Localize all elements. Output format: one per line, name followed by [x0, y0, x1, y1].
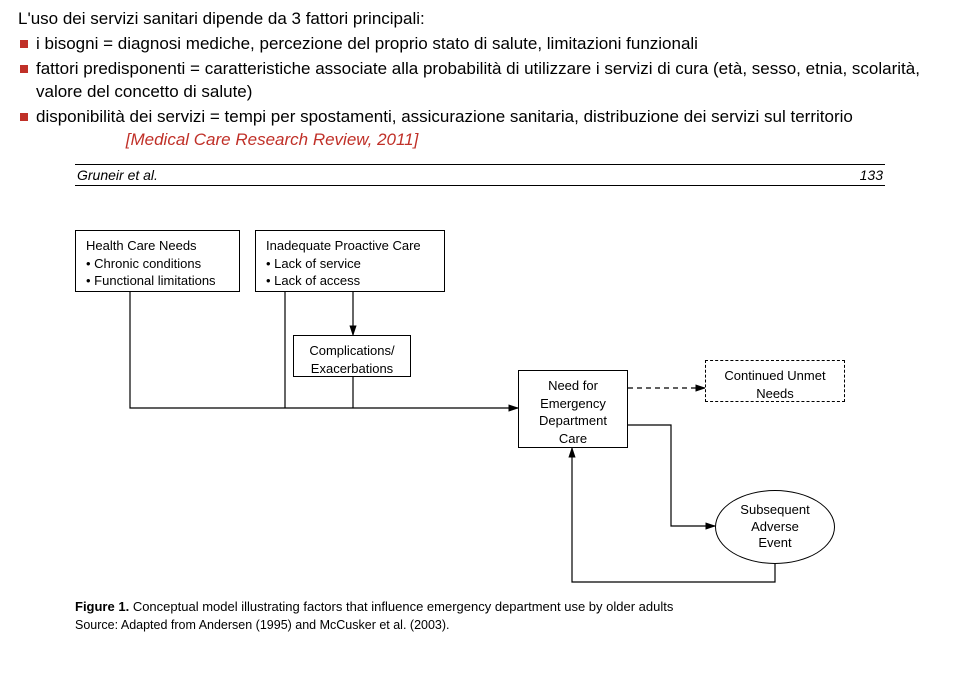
box-complications: Complications/ Exacerbations — [293, 335, 411, 377]
article-header: Gruneir et al. 133 — [75, 164, 885, 186]
figure-label: Figure 1. — [75, 599, 129, 614]
box-inadeq-title: Inadequate Proactive Care — [266, 237, 434, 255]
bullet-square-icon — [20, 113, 28, 121]
ellipse-adverse-text: Subsequent Adverse Event — [740, 502, 809, 553]
ellipse-adverse-event: Subsequent Adverse Event — [715, 490, 835, 564]
adverse-l1: Subsequent — [740, 502, 809, 519]
bullet-square-icon — [20, 65, 28, 73]
box-ed-l2: Emergency — [529, 395, 617, 413]
bullet-1: i bisogni = diagnosi mediche, percezione… — [18, 33, 942, 56]
box-ed-l4: Care — [529, 430, 617, 448]
bullet-3-wrap: disponibilità dei servizi = tempi per sp… — [36, 106, 942, 152]
box-comp-l1: Complications/ — [304, 342, 400, 360]
box-needs-l1: • Chronic conditions — [86, 255, 229, 273]
intro-lead: L'uso dei servizi sanitari dipende da 3 … — [18, 8, 942, 31]
box-inadeq-l2: • Lack of access — [266, 272, 434, 290]
box-health-care-needs: Health Care Needs • Chronic conditions •… — [75, 230, 240, 292]
box-needs-title: Health Care Needs — [86, 237, 229, 255]
bullet-3-text: disponibilità dei servizi = tempi per sp… — [36, 107, 853, 126]
box-inadequate-care: Inadequate Proactive Care • Lack of serv… — [255, 230, 445, 292]
box-ed-care: Need for Emergency Department Care — [518, 370, 628, 448]
box-unmet-l2: Needs — [716, 385, 834, 403]
flowchart: Health Care Needs • Chronic conditions •… — [75, 230, 885, 585]
bullet-1-text: i bisogni = diagnosi mediche, percezione… — [36, 33, 698, 56]
box-ed-l3: Department — [529, 412, 617, 430]
intro-block: L'uso dei servizi sanitari dipende da 3 … — [0, 0, 960, 156]
article-page: 133 — [860, 167, 883, 183]
bullet-2: fattori predisponenti = caratteristiche … — [18, 58, 942, 104]
box-unmet-l1: Continued Unmet — [716, 367, 834, 385]
figure-source: Source: Adapted from Andersen (1995) and… — [75, 618, 450, 632]
article-author: Gruneir et al. — [77, 167, 158, 183]
box-inadeq-l1: • Lack of service — [266, 255, 434, 273]
box-needs-l2: • Functional limitations — [86, 272, 229, 290]
bullet-3: disponibilità dei servizi = tempi per sp… — [18, 106, 942, 152]
bullet-square-icon — [20, 40, 28, 48]
figure-text: Conceptual model illustrating factors th… — [133, 599, 674, 614]
box-unmet-needs: Continued Unmet Needs — [705, 360, 845, 402]
adverse-l3: Event — [740, 535, 809, 552]
bullet-2-text: fattori predisponenti = caratteristiche … — [36, 58, 942, 104]
box-comp-l2: Exacerbations — [304, 360, 400, 378]
bullet-3-ref: [Medical Care Research Review, 2011] — [126, 130, 419, 149]
adverse-l2: Adverse — [740, 519, 809, 536]
figure-caption: Figure 1. Conceptual model illustrating … — [75, 598, 885, 633]
box-ed-l1: Need for — [529, 377, 617, 395]
